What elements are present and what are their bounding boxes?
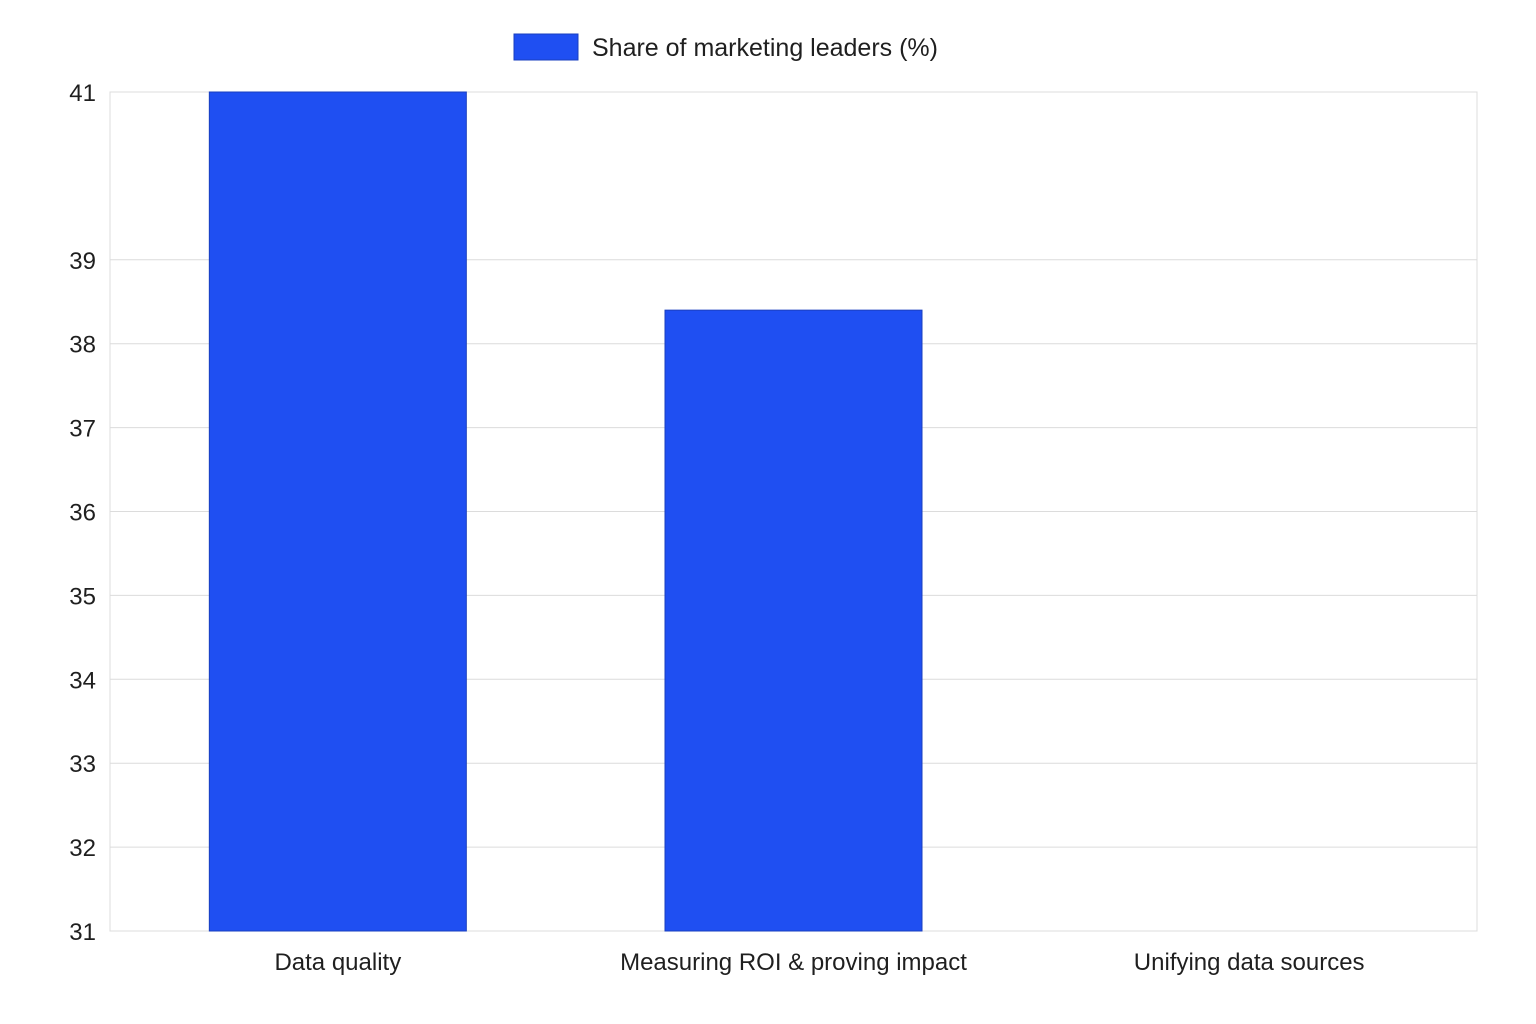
legend-swatch — [513, 33, 579, 61]
y-tick-label: 38 — [69, 332, 96, 359]
legend: Share of marketing leaders (%) — [513, 33, 938, 62]
y-axis-tick-labels: 31 32 33 34 35 36 37 38 39 41 — [69, 80, 96, 946]
y-tick-label: 32 — [69, 835, 96, 862]
y-tick-label: 35 — [69, 583, 96, 610]
bars — [208, 91, 923, 932]
y-tick-label: 41 — [69, 80, 96, 107]
y-tick-label: 36 — [69, 500, 96, 527]
y-tick-label: 39 — [69, 248, 96, 275]
legend-label: Share of marketing leaders (%) — [592, 34, 938, 62]
bar — [664, 309, 923, 932]
bar — [208, 91, 467, 932]
y-tick-label: 31 — [69, 919, 96, 946]
x-tick-label: Measuring ROI & proving impact — [620, 949, 967, 976]
x-axis-tick-labels: Data quality Measuring ROI & proving impa… — [274, 949, 1364, 976]
y-tick-label: 33 — [69, 751, 96, 778]
x-tick-label: Data quality — [274, 949, 401, 976]
y-tick-label: 37 — [69, 416, 96, 443]
x-tick-label: Unifying data sources — [1134, 949, 1365, 976]
y-tick-label: 34 — [69, 667, 96, 694]
